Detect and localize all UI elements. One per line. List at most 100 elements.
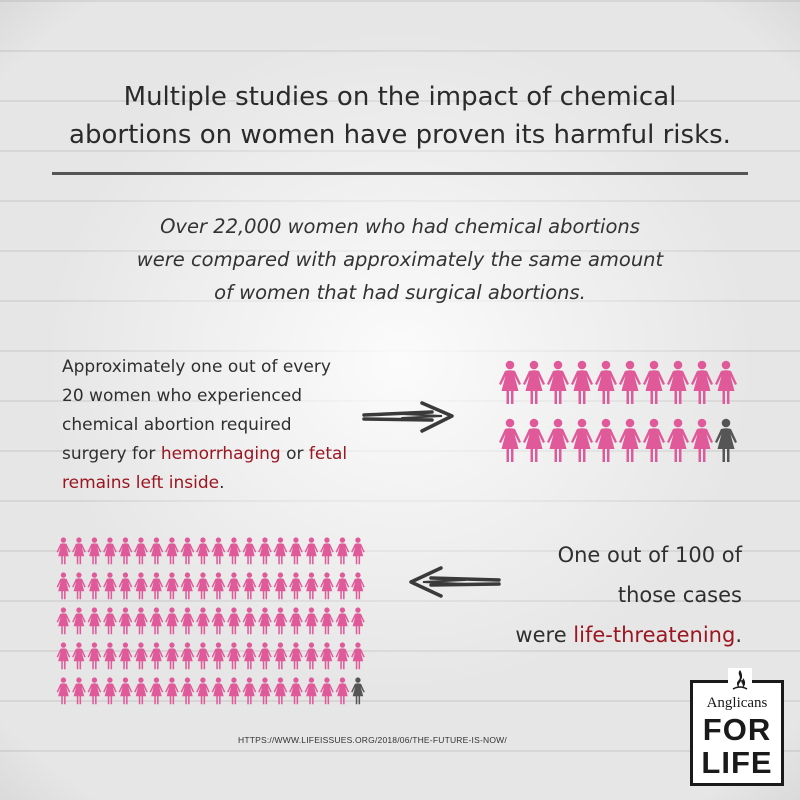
divider (52, 172, 748, 175)
woman-figure (134, 572, 148, 600)
woman-figure (180, 537, 195, 565)
woman-figure (134, 642, 148, 670)
logo-line-3: LIFE (701, 745, 773, 780)
woman-figure (87, 642, 102, 670)
left-line-1: Approximately one out of every (62, 357, 331, 377)
woman-figure (273, 677, 288, 705)
logo-line-2: FOR (702, 712, 772, 747)
woman-figure (289, 642, 303, 670)
woman-figure (149, 537, 164, 565)
woman-figure (72, 642, 86, 670)
woman-figure (56, 537, 71, 565)
woman-figure (242, 677, 257, 705)
woman-figure (227, 572, 241, 600)
woman-figure (72, 607, 86, 635)
woman-figure (351, 642, 365, 670)
woman-figure (320, 537, 334, 565)
woman-figure (87, 537, 102, 565)
woman-figure (165, 677, 179, 705)
subheading-line-1: Over 22,000 women who had chemical abort… (160, 215, 640, 238)
woman-figure (149, 642, 164, 670)
woman-figure (118, 607, 133, 635)
woman-figure (273, 642, 288, 670)
woman-figure (595, 418, 617, 462)
woman-figure (320, 607, 334, 635)
woman-figure (72, 537, 86, 565)
woman-figure (56, 607, 71, 635)
woman-figure (335, 677, 350, 705)
woman-figure (304, 677, 319, 705)
woman-figure (196, 572, 210, 600)
logo-line-1: Anglicans (706, 695, 768, 711)
highlight-fetal: fetal (308, 444, 348, 464)
woman-figure (335, 572, 350, 600)
woman-figure (134, 607, 148, 635)
woman-figure (180, 642, 195, 670)
woman-figure (258, 572, 272, 600)
woman-figure (72, 572, 86, 600)
woman-figure (242, 537, 257, 565)
woman-figure (351, 607, 365, 635)
woman-figure (523, 418, 545, 462)
woman-figure (351, 572, 365, 600)
left-line-4-mid: or (280, 444, 309, 464)
woman-figure (643, 418, 665, 462)
woman-figure (180, 607, 195, 635)
right-line-3-post: . (735, 623, 742, 647)
left-line-2: 20 women who experienced (62, 386, 303, 406)
woman-figure (103, 677, 117, 705)
woman-figure (134, 677, 148, 705)
pictogram-svg (499, 360, 737, 462)
woman-figure (242, 607, 257, 635)
woman-figure (289, 607, 303, 635)
woman-figure (165, 537, 179, 565)
woman-figure (273, 572, 288, 600)
woman-figure (715, 360, 737, 404)
right-line-1: One out of 100 of (557, 543, 742, 567)
arrow-right-icon (362, 400, 456, 438)
woman-figure (211, 537, 226, 565)
woman-figure (547, 360, 569, 404)
left-line-3: chemical abortion required (62, 415, 292, 435)
woman-figure (56, 572, 71, 600)
woman-figure (258, 642, 272, 670)
woman-figure (289, 537, 303, 565)
woman-figure (227, 607, 241, 635)
woman-figure (571, 418, 593, 462)
woman-figure (103, 607, 117, 635)
highlight-remains-left-inside: remains left inside (62, 473, 220, 493)
woman-figure (304, 572, 319, 600)
right-statistic-text: One out of 100 of those cases were life-… (440, 535, 742, 655)
woman-figure (289, 677, 303, 705)
woman-figure (304, 537, 319, 565)
woman-figure (258, 607, 272, 635)
right-line-2: those cases (617, 583, 742, 607)
woman-figure (335, 642, 350, 670)
anglicans-for-life-logo: Anglicans FOR LIFE (690, 668, 784, 786)
arrow-left-icon (405, 565, 501, 603)
woman-figure (103, 642, 117, 670)
subheading-line-3: of women that had surgical abortions. (214, 281, 586, 304)
woman-figure (149, 572, 164, 600)
highlighted-woman-figure (351, 677, 365, 705)
woman-figure (87, 607, 102, 635)
woman-figure (691, 418, 713, 462)
left-line-4-pre: surgery for (62, 444, 161, 464)
woman-figure (643, 360, 665, 404)
woman-figure (499, 418, 521, 462)
woman-figure (180, 677, 195, 705)
woman-figure (258, 677, 272, 705)
woman-figure (103, 572, 117, 600)
woman-figure (227, 642, 241, 670)
flame-icon (728, 668, 752, 692)
woman-figure (619, 418, 641, 462)
woman-figure (211, 572, 226, 600)
woman-figure (667, 360, 689, 404)
left-statistic-text: Approximately one out of every 20 women … (62, 353, 362, 498)
woman-figure (196, 642, 210, 670)
highlight-life-threatening: life-threatening (573, 623, 736, 647)
left-line-5-post: . (219, 473, 225, 493)
woman-figure (227, 537, 241, 565)
woman-figure (320, 642, 334, 670)
